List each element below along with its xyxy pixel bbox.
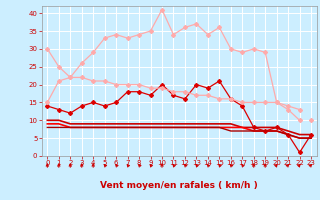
- Text: Vent moyen/en rafales ( km/h ): Vent moyen/en rafales ( km/h ): [100, 182, 258, 190]
